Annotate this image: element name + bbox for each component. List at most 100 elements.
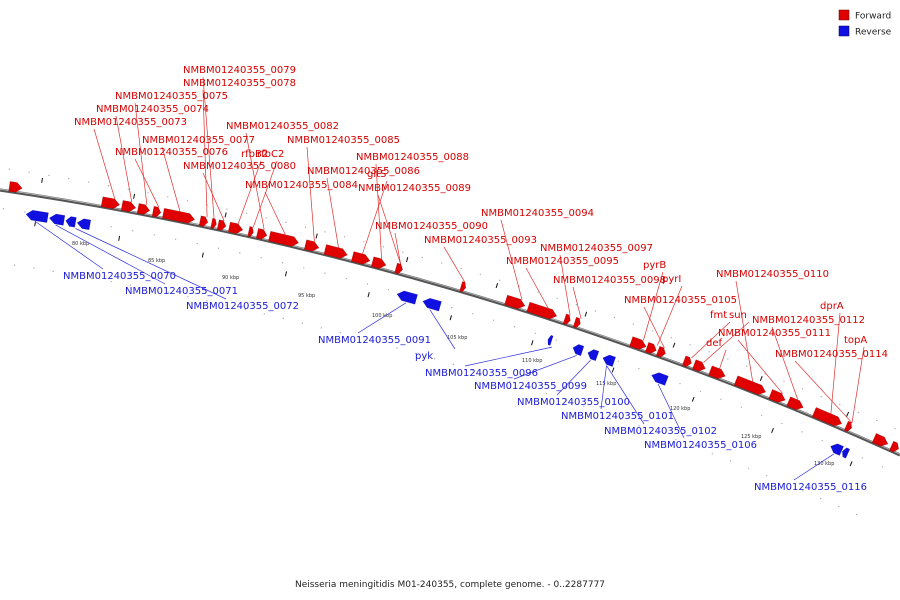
reverse-gene[interactable] bbox=[602, 354, 617, 367]
forward-gene[interactable] bbox=[162, 208, 196, 224]
reverse-gene-label[interactable]: NMBM01240355_0101 bbox=[561, 411, 674, 422]
forward-gene-label[interactable]: NMBM01240355_0084 bbox=[245, 180, 358, 191]
reverse-gene[interactable] bbox=[830, 443, 844, 456]
guide-dot bbox=[110, 226, 112, 228]
reverse-gene-label[interactable]: NMBM01240355_0096 bbox=[425, 368, 538, 379]
reverse-gene-label[interactable]: NMBM01240355_0100 bbox=[517, 397, 630, 408]
forward-gene[interactable] bbox=[889, 440, 899, 453]
reverse-gene-label[interactable]: pyk bbox=[415, 351, 433, 362]
forward-gene[interactable] bbox=[644, 341, 657, 354]
forward-gene[interactable] bbox=[370, 256, 387, 269]
forward-gene[interactable] bbox=[210, 218, 217, 229]
reverse-gene[interactable] bbox=[587, 349, 600, 362]
reverse-gene-label[interactable]: NMBM01240355_0071 bbox=[125, 286, 238, 297]
forward-gene-label[interactable]: pyrB bbox=[643, 260, 666, 271]
forward-gene-label[interactable]: NMBM01240355_0074 bbox=[96, 104, 209, 115]
reverse-gene[interactable] bbox=[651, 372, 669, 386]
forward-gene-label[interactable]: fmt bbox=[710, 310, 727, 321]
forward-gene-label[interactable]: NMBM01240355_0078 bbox=[183, 78, 296, 89]
position-mark bbox=[118, 235, 121, 241]
reverse-gene-label[interactable]: NMBM01240355_0070 bbox=[63, 271, 176, 282]
reverse-gene-label[interactable]: NMBM01240355_0106 bbox=[644, 440, 757, 451]
forward-gene-label[interactable]: pyrI bbox=[662, 274, 681, 285]
forward-gene-label[interactable]: NMBM01240355_0097 bbox=[540, 243, 653, 254]
forward-gene[interactable] bbox=[504, 294, 526, 310]
forward-gene[interactable] bbox=[572, 316, 581, 329]
forward-gene-label[interactable]: def bbox=[706, 338, 723, 349]
forward-gene-label[interactable]: NMBM01240355_0110 bbox=[716, 269, 829, 280]
forward-gene-label[interactable]: NMBM01240355_0075 bbox=[115, 91, 228, 102]
forward-gene-label[interactable]: NMBM01240355_0089 bbox=[358, 183, 471, 194]
forward-gene-label[interactable]: NMBM01240355_0086 bbox=[307, 166, 420, 177]
reverse-gene[interactable] bbox=[547, 335, 554, 346]
forward-gene-label[interactable]: NMBM01240355_0111 bbox=[718, 328, 831, 339]
forward-gene[interactable] bbox=[526, 301, 558, 320]
reverse-gene[interactable] bbox=[65, 216, 77, 228]
reverse-gene-label[interactable]: NMBM01240355_0102 bbox=[604, 426, 717, 437]
forward-gene[interactable] bbox=[459, 281, 467, 293]
forward-gene[interactable] bbox=[227, 221, 244, 234]
reverse-gene[interactable] bbox=[396, 290, 418, 305]
reverse-gene[interactable] bbox=[48, 213, 66, 226]
forward-gene-label[interactable]: rfbB2 bbox=[241, 149, 268, 160]
forward-gene-label[interactable]: NMBM01240355_0082 bbox=[226, 121, 339, 132]
forward-gene[interactable] bbox=[323, 244, 348, 259]
forward-gene-label[interactable]: NMBM01240355_0077 bbox=[142, 135, 255, 146]
forward-gene-label[interactable]: NMBM01240355_0090 bbox=[375, 221, 488, 232]
forward-gene-label[interactable]: NMBM01240355_0076 bbox=[115, 147, 228, 158]
forward-gene-label[interactable]: NMBM01240355_0098 bbox=[553, 275, 666, 286]
forward-gene[interactable] bbox=[681, 355, 692, 368]
forward-gene[interactable] bbox=[120, 200, 137, 212]
reverse-gene[interactable] bbox=[25, 209, 49, 223]
forward-gene[interactable] bbox=[247, 226, 254, 238]
forward-gene[interactable] bbox=[255, 228, 268, 240]
reverse-gene-label[interactable]: NMBM01240355_0099 bbox=[474, 381, 587, 392]
forward-gene[interactable] bbox=[692, 359, 706, 372]
forward-gene-label[interactable]: NMBM01240355_0112 bbox=[752, 315, 865, 326]
forward-gene-label[interactable]: NMBM01240355_0079 bbox=[183, 65, 296, 76]
reverse-gene-label[interactable]: NMBM01240355_0072 bbox=[186, 301, 299, 312]
forward-gene[interactable] bbox=[8, 181, 23, 193]
forward-gene[interactable] bbox=[786, 396, 804, 411]
forward-gene[interactable] bbox=[136, 203, 151, 215]
legend-item-forward[interactable]: Forward bbox=[838, 9, 891, 22]
forward-gene-label[interactable]: NMBM01240355_0114 bbox=[775, 349, 888, 360]
reverse-gene-label[interactable]: NMBM01240355_0116 bbox=[754, 482, 867, 493]
forward-gene-label[interactable]: NMBM01240355_0085 bbox=[287, 135, 400, 146]
forward-gene[interactable] bbox=[100, 196, 121, 209]
forward-gene[interactable] bbox=[655, 345, 666, 358]
forward-gene-label[interactable]: NMBM01240355_0088 bbox=[356, 152, 469, 163]
forward-gene[interactable] bbox=[216, 219, 227, 231]
forward-gene[interactable] bbox=[811, 407, 843, 427]
forward-gene[interactable] bbox=[871, 433, 889, 447]
reverse-gene[interactable] bbox=[842, 447, 851, 459]
forward-gene-label[interactable]: dprA bbox=[820, 301, 844, 312]
forward-gene[interactable] bbox=[303, 239, 320, 252]
reverse-gene-label[interactable]: NMBM01240355_0091 bbox=[318, 335, 431, 346]
forward-gene-label[interactable]: gltS bbox=[367, 169, 386, 180]
forward-gene-label[interactable]: NMBM01240355_0073 bbox=[74, 117, 187, 128]
forward-gene[interactable] bbox=[394, 262, 403, 274]
forward-gene[interactable] bbox=[708, 365, 726, 379]
forward-gene[interactable] bbox=[768, 389, 786, 403]
forward-gene[interactable] bbox=[733, 375, 767, 395]
forward-gene-label[interactable]: topA bbox=[844, 335, 867, 346]
forward-gene[interactable] bbox=[151, 206, 162, 218]
forward-gene[interactable] bbox=[350, 251, 371, 265]
forward-gene-label[interactable]: rfbC2 bbox=[257, 149, 284, 160]
forward-gene-label[interactable]: NMBM01240355_0094 bbox=[481, 208, 594, 219]
legend-item-reverse[interactable]: Reverse bbox=[838, 25, 892, 38]
forward-gene[interactable] bbox=[562, 313, 571, 325]
forward-gene[interactable] bbox=[843, 420, 852, 432]
forward-gene-label[interactable]: NMBM01240355_0093 bbox=[424, 235, 537, 246]
forward-gene-label[interactable]: NMBM01240355_0105 bbox=[624, 295, 737, 306]
reverse-gene[interactable] bbox=[572, 344, 585, 357]
forward-gene-label[interactable]: NMBM01240355_0095 bbox=[506, 256, 619, 267]
reverse-gene[interactable] bbox=[76, 218, 92, 231]
forward-gene[interactable] bbox=[268, 230, 300, 247]
forward-gene-label[interactable]: NMBM01240355_0080 bbox=[183, 161, 296, 172]
reverse-gene[interactable] bbox=[422, 297, 442, 312]
forward-gene[interactable] bbox=[198, 215, 209, 227]
forward-gene-label[interactable]: sun bbox=[729, 310, 747, 321]
forward-gene[interactable] bbox=[629, 336, 647, 350]
